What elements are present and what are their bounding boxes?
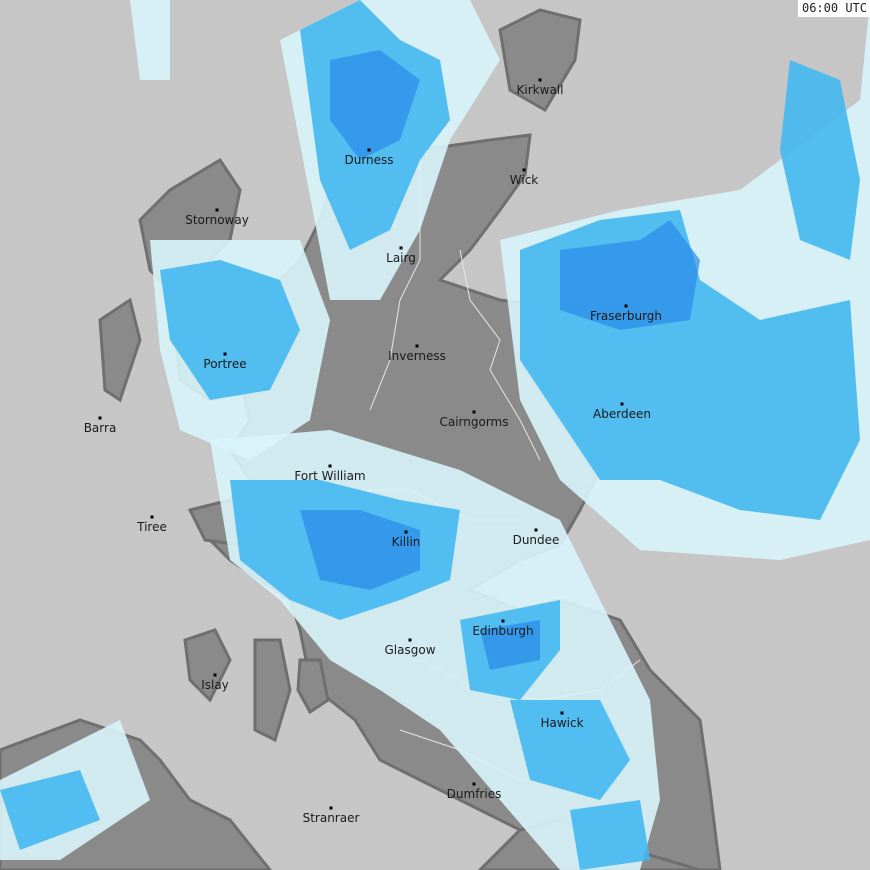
city-marker-durness — [367, 148, 371, 152]
city-marker-cairngorms — [472, 410, 476, 414]
city-label-glasgow: Glasgow — [384, 643, 436, 657]
city-label-aberdeen: Aberdeen — [593, 407, 651, 421]
city-label-hawick: Hawick — [540, 716, 584, 730]
land-islay — [183, 628, 232, 703]
city-marker-tiree — [150, 515, 154, 519]
city-marker-hawick — [560, 711, 564, 715]
land-orkney — [498, 8, 582, 113]
city-label-inverness: Inverness — [388, 349, 446, 363]
city-label-fort-william: Fort William — [294, 469, 366, 483]
rain-heavy — [300, 50, 700, 670]
city-marker-inverness — [415, 344, 419, 348]
land-kintyre — [253, 638, 292, 743]
city-marker-wick — [522, 168, 526, 172]
city-label-stranraer: Stranraer — [302, 811, 360, 825]
city-marker-kirkwall — [538, 78, 542, 82]
city-marker-islay — [213, 673, 217, 677]
city-label-barra: Barra — [83, 421, 117, 435]
city-label-dundee: Dundee — [512, 533, 560, 547]
city-label-kirkwall: Kirkwall — [516, 83, 564, 97]
city-marker-fraserburgh — [624, 304, 628, 308]
city-marker-barra — [98, 416, 102, 420]
city-marker-killin — [404, 530, 408, 534]
city-marker-stranraer — [329, 806, 333, 810]
city-label-edinburgh: Edinburgh — [472, 624, 534, 638]
city-marker-portree — [223, 352, 227, 356]
city-label-stornoway: Stornoway — [185, 213, 249, 227]
city-label-lairg: Lairg — [386, 251, 416, 265]
city-marker-aberdeen — [620, 402, 624, 406]
city-label-cairngorms: Cairngorms — [439, 415, 509, 429]
city-label-tiree: Tiree — [137, 520, 167, 534]
city-label-durness: Durness — [344, 153, 394, 167]
city-label-wick: Wick — [509, 173, 539, 187]
city-label-killin: Killin — [391, 535, 421, 549]
city-label-dumfries: Dumfries — [446, 787, 502, 801]
city-label-fraserburgh: Fraserburgh — [589, 309, 663, 323]
city-marker-stornoway — [215, 208, 219, 212]
city-marker-edinburgh — [501, 619, 505, 623]
city-label-portree: Portree — [203, 357, 247, 371]
land-arran — [296, 658, 330, 715]
city-marker-lairg — [399, 246, 403, 250]
land-uist — [98, 297, 142, 403]
city-marker-dundee — [534, 528, 538, 532]
city-marker-fort-william — [328, 464, 332, 468]
timestamp-label: 06:00 UTC — [797, 0, 870, 17]
city-marker-dumfries — [472, 782, 476, 786]
city-marker-glasgow — [408, 638, 412, 642]
city-label-islay: Islay — [201, 678, 229, 692]
